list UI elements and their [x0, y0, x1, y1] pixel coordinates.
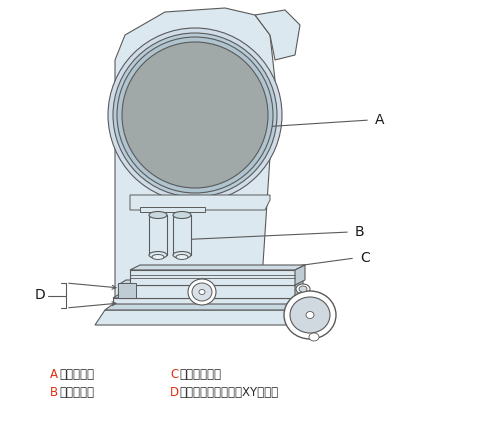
Ellipse shape — [108, 28, 282, 202]
Text: A: A — [50, 368, 58, 381]
Ellipse shape — [309, 333, 319, 341]
Text: A: A — [375, 113, 385, 127]
Polygon shape — [113, 298, 300, 310]
Polygon shape — [295, 280, 303, 298]
Ellipse shape — [113, 33, 277, 197]
Ellipse shape — [173, 252, 191, 259]
Text: B: B — [50, 387, 58, 400]
Polygon shape — [95, 310, 310, 325]
Ellipse shape — [192, 283, 212, 301]
Ellipse shape — [152, 254, 164, 260]
Text: D: D — [34, 288, 45, 302]
Polygon shape — [105, 304, 308, 310]
Polygon shape — [118, 283, 136, 298]
Text: D: D — [170, 387, 179, 400]
Text: ：投影镜头: ：投影镜头 — [59, 387, 94, 400]
Text: B: B — [355, 225, 365, 239]
Polygon shape — [130, 265, 305, 270]
Ellipse shape — [306, 311, 314, 319]
Ellipse shape — [296, 284, 310, 294]
Text: C: C — [170, 368, 178, 381]
Polygon shape — [118, 280, 303, 285]
Ellipse shape — [149, 211, 167, 219]
Polygon shape — [130, 270, 295, 285]
Polygon shape — [113, 293, 308, 298]
Text: ：投影屏幕: ：投影屏幕 — [59, 368, 94, 381]
Ellipse shape — [284, 291, 336, 339]
Ellipse shape — [149, 252, 167, 259]
Polygon shape — [115, 8, 275, 310]
Polygon shape — [130, 195, 270, 210]
Text: ：可动载物台: ：可动载物台 — [179, 368, 221, 381]
Ellipse shape — [176, 254, 188, 260]
Ellipse shape — [290, 297, 330, 333]
Ellipse shape — [122, 42, 268, 188]
Polygon shape — [118, 285, 295, 298]
Ellipse shape — [173, 211, 191, 219]
Text: ：载物台移动手柄（XY手柄）: ：载物台移动手柄（XY手柄） — [179, 387, 278, 400]
Polygon shape — [255, 10, 300, 60]
Text: C: C — [360, 251, 370, 265]
Bar — [173, 215, 191, 255]
Ellipse shape — [299, 286, 307, 292]
Ellipse shape — [188, 279, 216, 305]
Ellipse shape — [117, 37, 273, 193]
Bar — [149, 215, 167, 255]
Ellipse shape — [199, 289, 205, 295]
Polygon shape — [295, 265, 305, 285]
Polygon shape — [140, 207, 205, 212]
